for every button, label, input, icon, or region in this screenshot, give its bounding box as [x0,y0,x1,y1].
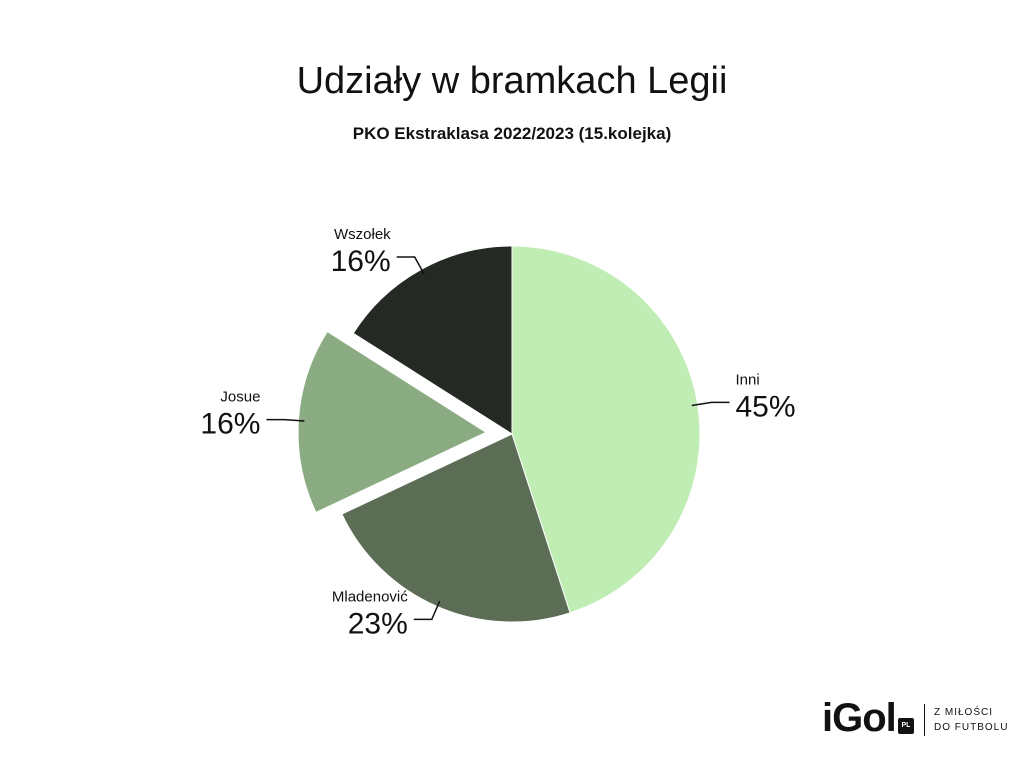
logo-tagline-line1: Z MIŁOŚCI [934,707,994,718]
slice-label-inni: Inni [736,371,760,388]
slice-percent-mladenovic: 23% [348,607,408,640]
slice-percent-wszolek: 16% [331,245,391,278]
logo-wordmark: iGol [822,696,897,740]
leader-line-josue [266,418,305,422]
slice-label-wszolek: Wszołek [334,226,391,243]
slice-percent-inni: 45% [736,390,796,423]
chart-title: Udziały w bramkach Legii [296,60,728,102]
logo-tagline-line2: DO FUTBOLU [934,722,1009,733]
leader-line-mladenovic [413,600,441,621]
logo-badge: PL [898,718,914,734]
chart-subtitle: PKO Ekstraklasa 2022/2023 (15.kolejka) [352,124,672,143]
leader-line-wszolek [396,256,425,275]
logo-divider [924,704,925,736]
slice-percent-josue: 16% [200,408,260,441]
igol-logo: iGol PL Z MIŁOŚCI DO FUTBOLU [822,696,1012,746]
slice-label-josue: Josue [220,389,260,406]
slice-label-mladenovic: Mladenović [332,588,408,605]
leader-line-inni [691,401,730,407]
logo-tagline: Z MIŁOŚCI DO FUTBOLU [934,705,1008,735]
